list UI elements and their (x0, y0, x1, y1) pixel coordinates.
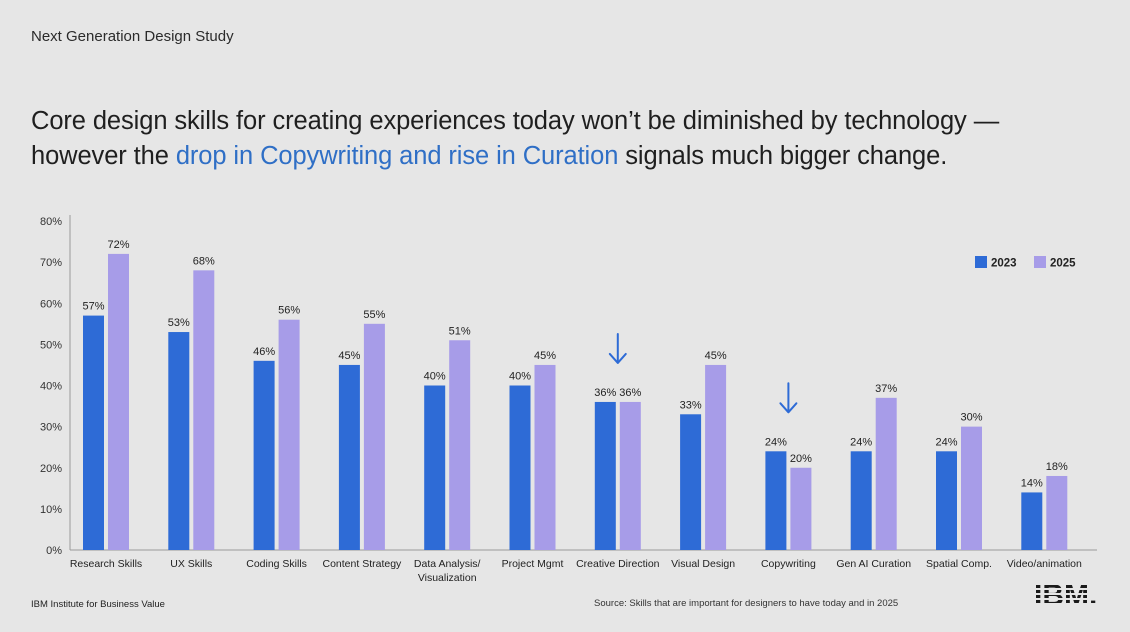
bar-2025 (875, 397, 897, 550)
x-tick-label: Gen AI Curation (836, 558, 911, 570)
data-label-2023: 45% (338, 350, 360, 362)
data-label-2025: 20% (790, 453, 812, 465)
data-label-2023: 24% (850, 436, 872, 448)
bar-2025 (1046, 475, 1068, 550)
x-tick-label: Spatial Comp. (926, 558, 992, 570)
x-tick-label: Content Strategy (323, 558, 403, 570)
y-tick-label: 0% (46, 545, 62, 557)
bar-2025 (619, 401, 641, 550)
bar-2023 (338, 364, 360, 550)
bar-2023 (765, 451, 787, 550)
bar-2023 (253, 360, 275, 550)
legend-swatch-2025 (1034, 256, 1046, 268)
bar-2023 (83, 315, 104, 550)
y-tick-label: 20% (40, 463, 62, 475)
footer-org: IBM Institute for Business Value (31, 599, 165, 610)
x-tick-label: Coding Skills (246, 558, 307, 570)
headline-line-2-pre: however the (31, 142, 176, 170)
bar-2023 (680, 414, 702, 550)
bar-2023 (850, 451, 872, 550)
data-label-2025: 68% (193, 255, 215, 267)
ibm-logo: IBM. (1034, 579, 1110, 610)
data-label-2025: 51% (449, 325, 471, 337)
data-label-2023: 24% (765, 436, 787, 448)
headline-line-1: Core design skills for creating experien… (31, 107, 1000, 135)
bar-2025 (278, 319, 300, 550)
data-label-2023: 40% (424, 371, 446, 383)
y-tick-label: 40% (40, 381, 62, 393)
bar-2025 (790, 467, 812, 550)
data-label-2025: 18% (1046, 461, 1068, 473)
x-tick-label: Visual Design (671, 558, 735, 570)
data-label-2023: 24% (935, 436, 957, 448)
data-label-2023: 40% (509, 371, 531, 383)
down-arrow-icon (608, 332, 627, 364)
data-label-2025: 45% (534, 350, 556, 362)
y-tick-label: 80% (40, 216, 62, 228)
y-tick-label: 10% (40, 504, 62, 516)
data-label-2023: 53% (168, 317, 190, 329)
bar-2025 (363, 323, 385, 550)
x-tick-label: Copywriting (761, 558, 816, 570)
legend-label-2025: 2025 (1050, 258, 1076, 270)
x-tick-label: Creative Direction (576, 558, 660, 570)
bar-2025 (449, 340, 471, 550)
data-label-2023: 57% (82, 301, 104, 313)
data-label-2025: 45% (705, 350, 727, 362)
x-tick-label: Project Mgmt (502, 558, 564, 570)
y-tick-label: 50% (40, 339, 62, 351)
data-label-2023: 14% (1021, 477, 1043, 489)
data-label-2025: 72% (107, 239, 129, 251)
legend-label-2023: 2023 (991, 258, 1017, 270)
bar-2023 (594, 401, 616, 550)
x-tick-label: Video/animation (1007, 558, 1082, 570)
data-label-2023: 33% (680, 399, 702, 411)
y-tick-label: 30% (40, 422, 62, 434)
legend-swatch-2023 (975, 256, 987, 268)
x-tick-label: Data Analysis/Visualization (414, 558, 481, 584)
headline: Core design skills for creating experien… (31, 104, 1091, 174)
data-label-2025: 56% (278, 305, 300, 317)
down-arrow-icon (779, 382, 798, 414)
bar-2023 (936, 451, 957, 550)
data-label-2023: 46% (253, 346, 275, 358)
data-label-2023: 36% (594, 387, 616, 399)
data-label-2025: 36% (619, 387, 641, 399)
data-label-2025: 30% (960, 412, 982, 424)
x-tick-label: UX Skills (170, 558, 212, 570)
bar-2025 (108, 253, 129, 550)
bar-2025 (705, 364, 727, 550)
headline-highlight: drop in Copywriting and rise in Curation (175, 142, 619, 170)
y-tick-label: 60% (40, 298, 62, 310)
y-tick-label: 70% (40, 257, 62, 269)
bar-2025 (534, 364, 556, 550)
bar-2023 (168, 332, 190, 550)
bar-2025 (193, 270, 215, 550)
data-label-2025: 37% (875, 383, 897, 395)
footer-source: Source: Skills that are important for de… (594, 598, 899, 609)
bar-2023 (509, 385, 531, 550)
x-tick-label: Research Skills (70, 558, 142, 570)
bar-2023 (1021, 492, 1043, 550)
bar-2025 (961, 426, 982, 550)
data-label-2025: 55% (363, 309, 385, 321)
headline-line-2-post: signals much bigger change. (618, 142, 948, 170)
bar-2023 (424, 385, 446, 550)
eyebrow-title: Next Generation Design Study (31, 28, 234, 45)
